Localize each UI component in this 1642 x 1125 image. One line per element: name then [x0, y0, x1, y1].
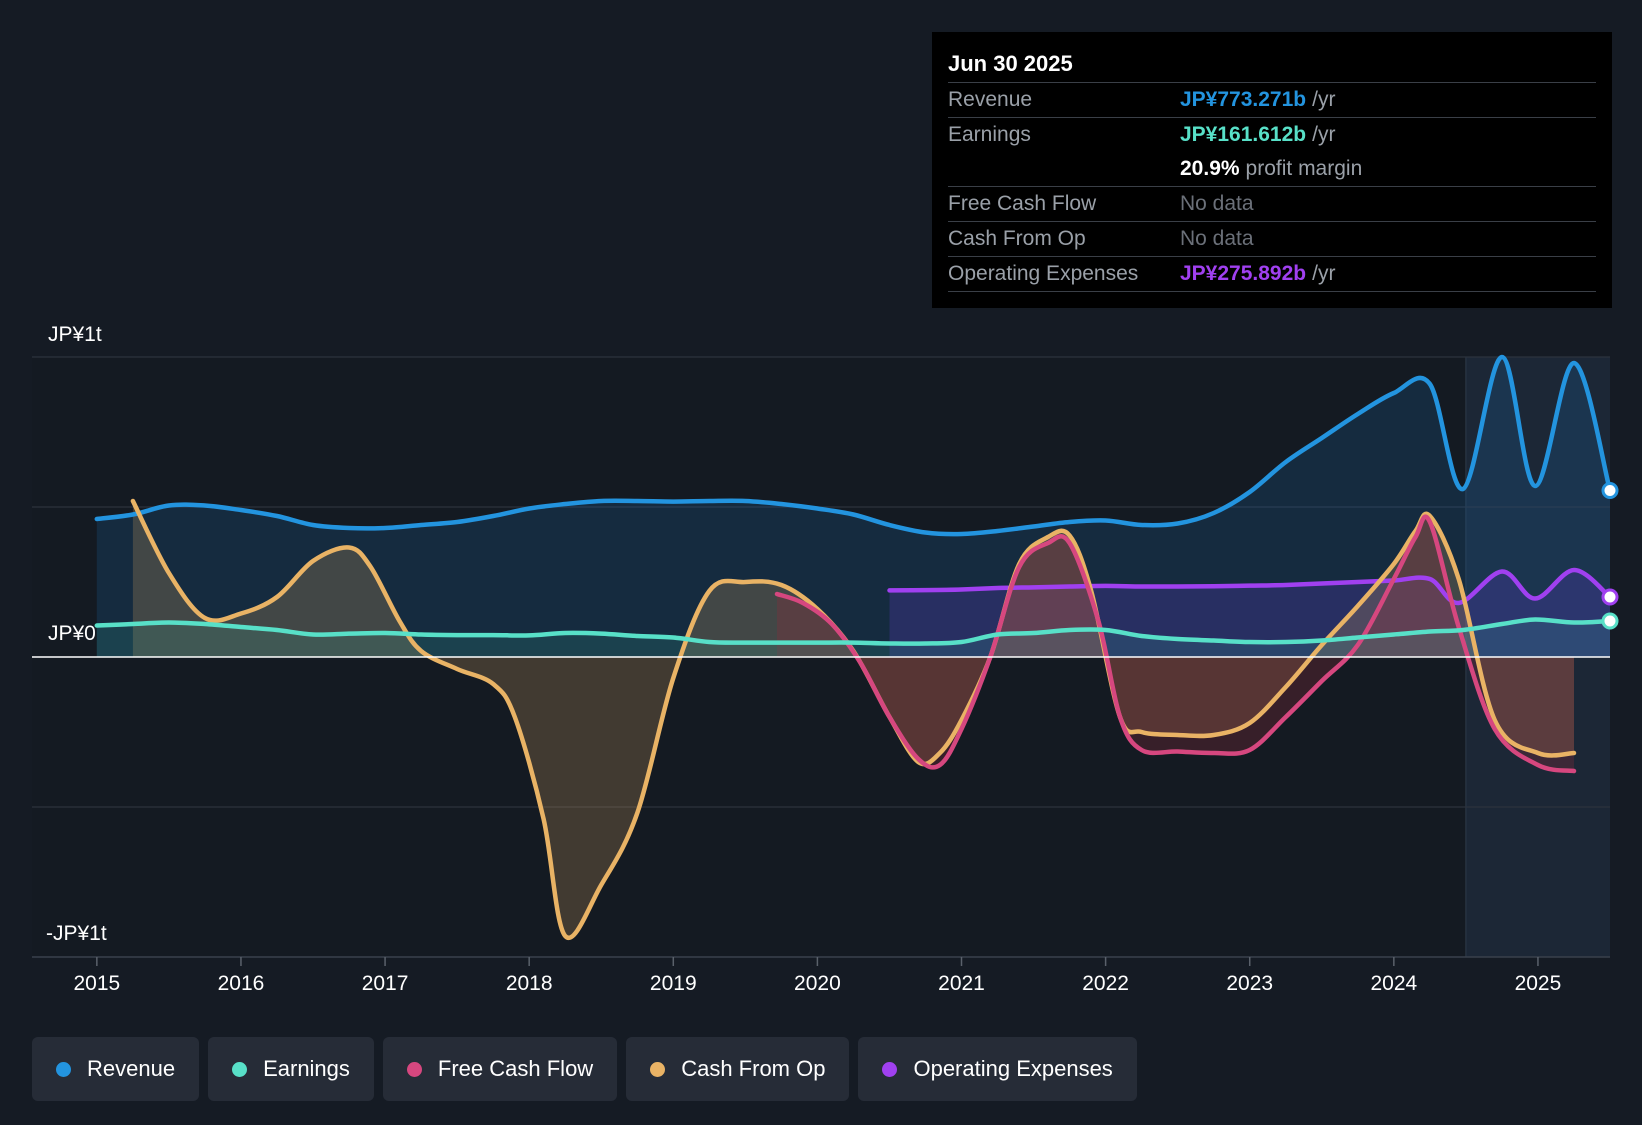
legend-dot-revenue-icon	[56, 1061, 71, 1077]
tooltip-label-cfo: Cash From Op	[948, 227, 1086, 250]
y-tick-label-zero: JP¥0	[48, 622, 96, 645]
legend-label-earnings: Earnings	[263, 1056, 350, 1081]
legend-item-revenue[interactable]: Revenue	[32, 1037, 200, 1101]
area-earnings	[96, 619, 1610, 657]
tooltip-value-fcf: No data	[1180, 192, 1254, 215]
data-tooltip: Jun 30 2025 Revenue JP¥773.271b /yr Earn…	[932, 32, 1612, 308]
tooltip-value-earnings: JP¥161.612b	[1180, 123, 1307, 146]
x-tick-label-2018: 2018	[506, 972, 553, 995]
x-tick-label-2019: 2019	[650, 972, 697, 995]
legend-item-fcf[interactable]: Free Cash Flow	[382, 1037, 618, 1101]
y-tick-label-top: JP¥1t	[48, 323, 102, 346]
tooltip-unit-margin: profit margin	[1245, 157, 1363, 180]
tooltip-label-fcf: Free Cash Flow	[948, 192, 1097, 215]
legend-label-opex: Operating Expenses	[913, 1056, 1113, 1081]
legend-dot-fcf-icon	[406, 1061, 422, 1077]
x-tick-label-2015: 2015	[73, 972, 120, 995]
area-cfo	[132, 501, 1574, 938]
line-fcf	[774, 514, 1577, 774]
end-marker-earnings	[1601, 612, 1619, 630]
legend-label-cfo: Cash From Op	[681, 1056, 826, 1081]
tooltip-row-margin: 20.9% profit margin	[948, 152, 1596, 187]
tooltip-label-earnings: Earnings	[948, 123, 1031, 146]
tooltip-row-cfo: Cash From Op No data	[948, 222, 1596, 257]
area-opex	[889, 569, 1610, 657]
series-lines	[32, 354, 1613, 941]
tooltip-label-opex: Operating Expenses	[948, 262, 1139, 285]
legend-dot-earnings-icon	[232, 1061, 248, 1077]
tooltip-row-earnings: Earnings JP¥161.612b /yr	[948, 118, 1596, 152]
legend-item-earnings[interactable]: Earnings	[208, 1037, 374, 1101]
area-revenue	[96, 356, 1610, 657]
series-fills	[96, 356, 1610, 938]
legend-item-cfo[interactable]: Cash From Op	[626, 1037, 850, 1101]
x-tick-label-2024: 2024	[1370, 972, 1417, 995]
legend: Revenue Earnings Free Cash Flow Cash Fro…	[32, 1037, 1137, 1101]
tooltip-value-margin: 20.9%	[1180, 157, 1240, 180]
x-tick-label-2020: 2020	[794, 972, 841, 995]
end-markers	[1601, 482, 1619, 630]
end-marker-opex	[1601, 588, 1619, 606]
tooltip-date: Jun 30 2025	[948, 46, 1596, 83]
y-tick-label-bottom: -JP¥1t	[46, 922, 107, 945]
legend-label-fcf: Free Cash Flow	[437, 1056, 594, 1081]
legend-label-revenue: Revenue	[87, 1056, 176, 1081]
tooltip-value-revenue: JP¥773.271b	[1180, 88, 1307, 111]
tooltip-unit-earnings: /yr	[1312, 123, 1336, 146]
tooltip-row-opex: Operating Expenses JP¥275.892b /yr	[948, 257, 1596, 292]
tooltip-row-fcf: Free Cash Flow No data	[948, 187, 1596, 222]
legend-item-opex[interactable]: Operating Expenses	[858, 1037, 1137, 1101]
x-axis: 2015 2016 2017 2018 2019 2020 2021 2022 2023 2024…	[73, 957, 1561, 995]
tooltip-value-opex: JP¥275.892b	[1180, 262, 1307, 285]
x-tick-label-2017: 2017	[362, 972, 409, 995]
x-tick-label-2022: 2022	[1082, 972, 1129, 995]
line-revenue	[94, 354, 1613, 537]
legend-dot-opex-icon	[882, 1061, 898, 1077]
tooltip-unit-opex: /yr	[1312, 262, 1336, 285]
area-fcf	[777, 516, 1574, 771]
x-tick-label-2023: 2023	[1226, 972, 1273, 995]
tooltip-value-cfo: No data	[1180, 227, 1254, 250]
x-tick-label-2016: 2016	[218, 972, 265, 995]
legend-dot-cfo-icon	[650, 1061, 666, 1077]
x-tick-label-2021: 2021	[938, 972, 985, 995]
x-tick-label-2025: 2025	[1515, 972, 1562, 995]
line-opex	[887, 567, 1613, 606]
line-earnings	[94, 617, 1613, 646]
tooltip-row-revenue: Revenue JP¥773.271b /yr	[948, 83, 1596, 118]
end-marker-revenue	[1601, 482, 1619, 499]
tooltip-unit-revenue: /yr	[1312, 88, 1336, 111]
tooltip-label-revenue: Revenue	[948, 88, 1033, 111]
